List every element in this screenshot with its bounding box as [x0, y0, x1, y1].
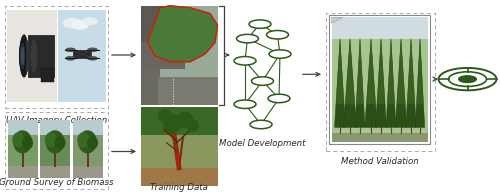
Bar	[72, 120, 102, 178]
Ellipse shape	[45, 132, 58, 148]
Ellipse shape	[158, 108, 172, 123]
Bar	[140, 6, 175, 42]
Circle shape	[88, 48, 98, 52]
Text: Model Development: Model Development	[219, 139, 306, 148]
Bar	[28, 35, 54, 77]
Text: Training Data: Training Data	[150, 183, 208, 192]
Bar	[58, 10, 106, 102]
Circle shape	[458, 76, 476, 83]
Ellipse shape	[20, 46, 24, 66]
Ellipse shape	[177, 111, 193, 128]
Circle shape	[236, 34, 258, 43]
Bar	[158, 77, 218, 105]
Text: Method Validation: Method Validation	[341, 157, 419, 166]
Polygon shape	[344, 39, 356, 127]
Ellipse shape	[82, 17, 98, 25]
Polygon shape	[378, 39, 384, 104]
Bar	[332, 133, 428, 142]
Ellipse shape	[20, 35, 28, 77]
Bar	[40, 120, 70, 178]
Ellipse shape	[186, 119, 199, 132]
Ellipse shape	[30, 39, 38, 73]
Text: Ground Survey of Biomass: Ground Survey of Biomass	[0, 178, 114, 187]
Circle shape	[66, 56, 76, 60]
Polygon shape	[388, 39, 394, 104]
Polygon shape	[365, 39, 378, 127]
Bar	[72, 120, 102, 135]
Bar	[40, 166, 70, 178]
Polygon shape	[332, 17, 342, 23]
Polygon shape	[406, 39, 416, 127]
Ellipse shape	[62, 18, 82, 28]
Polygon shape	[415, 39, 424, 127]
Polygon shape	[334, 39, 345, 127]
Ellipse shape	[12, 132, 25, 148]
Bar	[329, 15, 430, 144]
Bar	[140, 168, 218, 186]
Bar	[140, 107, 218, 186]
Circle shape	[234, 100, 256, 108]
Circle shape	[269, 50, 291, 58]
Circle shape	[266, 30, 288, 39]
Ellipse shape	[13, 130, 32, 153]
Circle shape	[438, 68, 496, 90]
Bar	[5, 112, 108, 189]
Ellipse shape	[46, 130, 64, 153]
Polygon shape	[386, 39, 396, 127]
Circle shape	[249, 20, 271, 28]
Circle shape	[250, 120, 272, 129]
Circle shape	[268, 94, 290, 103]
Bar	[140, 42, 185, 69]
Bar	[40, 120, 70, 135]
Bar	[72, 50, 90, 58]
Polygon shape	[346, 39, 354, 104]
Ellipse shape	[87, 136, 98, 150]
Polygon shape	[367, 39, 375, 104]
Polygon shape	[355, 39, 365, 127]
Polygon shape	[408, 39, 414, 104]
Polygon shape	[148, 6, 218, 62]
Text: UAV Imagery Collection: UAV Imagery Collection	[6, 116, 107, 125]
Ellipse shape	[22, 136, 33, 150]
Circle shape	[234, 57, 256, 65]
Circle shape	[66, 48, 76, 52]
Ellipse shape	[78, 130, 97, 153]
Bar	[41, 68, 54, 82]
Bar	[8, 166, 38, 178]
Bar	[8, 120, 38, 178]
Polygon shape	[336, 39, 344, 104]
Polygon shape	[396, 39, 407, 127]
Bar	[140, 69, 160, 105]
Circle shape	[88, 56, 98, 60]
Polygon shape	[397, 39, 405, 104]
Polygon shape	[376, 39, 386, 127]
Ellipse shape	[163, 114, 182, 133]
Bar	[326, 13, 435, 151]
Bar	[329, 15, 430, 144]
Polygon shape	[417, 39, 423, 104]
Bar	[140, 107, 218, 135]
Bar	[72, 166, 102, 178]
Bar	[5, 6, 108, 108]
Ellipse shape	[54, 136, 66, 150]
Bar	[7, 10, 56, 102]
Circle shape	[448, 72, 486, 86]
Ellipse shape	[72, 20, 89, 30]
Polygon shape	[356, 39, 364, 104]
Bar	[8, 120, 38, 135]
Bar	[140, 6, 218, 105]
Bar	[332, 17, 428, 142]
Ellipse shape	[77, 132, 90, 148]
Ellipse shape	[19, 41, 26, 71]
Bar	[332, 17, 428, 39]
Bar	[26, 41, 30, 71]
Circle shape	[252, 77, 274, 85]
